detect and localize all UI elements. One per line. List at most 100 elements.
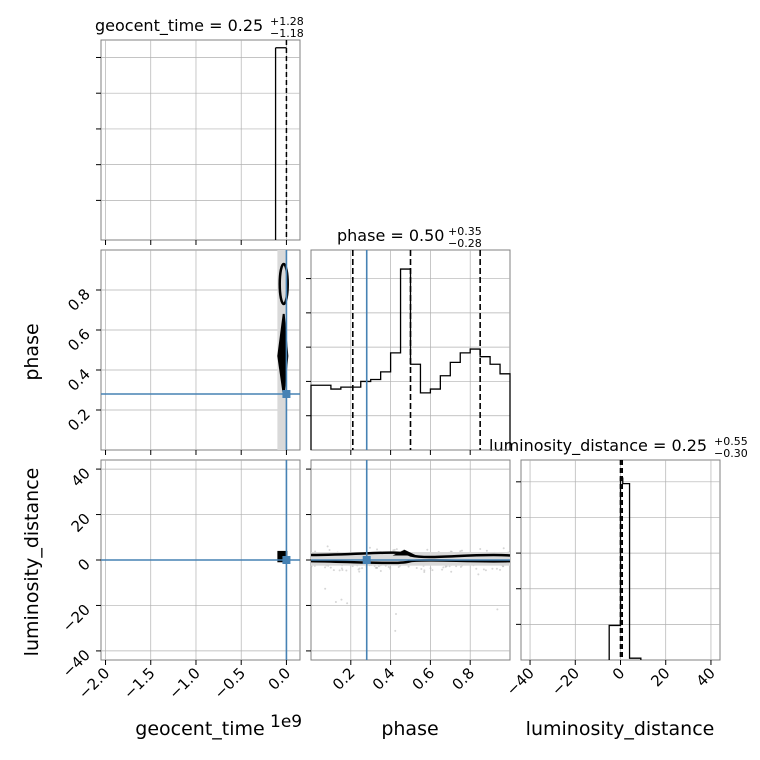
ld-ph-sample-point <box>340 598 343 601</box>
ld-ph-sample-point <box>393 548 396 551</box>
ld-ph-sample-point <box>423 569 426 572</box>
ld-ph-sample-point <box>502 547 505 550</box>
title-luminosity-distance-plus: +0.55 <box>714 435 748 448</box>
ld-xtick-label: 40 <box>693 664 719 690</box>
ph-ytick-label: 0.8 <box>64 285 94 315</box>
ld-ph-truth-marker <box>362 556 371 564</box>
ylabel-phase: phase <box>21 323 43 380</box>
ld-ph-sample-point <box>459 565 462 568</box>
panel-phase-vs-geocent-time-frame <box>100 249 301 451</box>
ld-ph-sample-point <box>376 566 379 569</box>
ld-ph-sample-point <box>314 550 317 553</box>
ld-ph-sample-point <box>379 569 382 572</box>
ld-ph-sample-point <box>482 568 485 571</box>
ld-ph-contour-peak <box>392 549 417 556</box>
ld-gt-truth-marker <box>282 556 291 564</box>
ld-ph-sample-point <box>376 548 379 551</box>
ld-ph-sample-point <box>407 565 410 568</box>
ld-ph-sample-point <box>460 549 463 552</box>
ld-ytick-label: 40 <box>68 464 94 490</box>
ld-ph-sample-point <box>324 566 327 569</box>
gt-xtick-label: 0.0 <box>265 664 295 694</box>
gt-xtick-label: −1.0 <box>165 664 203 702</box>
panel-luminosity-distance-hist: −40 −20 0 20 40 <box>503 459 721 699</box>
ld-ph-sample-point <box>326 545 329 548</box>
ld-ph-sample-point <box>491 567 494 570</box>
title-luminosity-distance: luminosity_distance = 0.25 <box>489 436 707 456</box>
ld-ph-sample-point <box>441 568 444 571</box>
ld-ph-sample-point <box>341 568 344 571</box>
ld-ph-sample-point <box>389 566 392 569</box>
gt-xtick-label: −1.5 <box>120 664 158 702</box>
panel-phase-hist <box>306 249 511 455</box>
ld-ph-sample-point <box>495 567 498 570</box>
ld-ph-sample-point <box>485 549 488 552</box>
ld-ph-sample-point <box>340 567 343 570</box>
ld-ph-sample-point <box>496 608 499 611</box>
phase-xtick-label: 0.4 <box>369 664 399 694</box>
ld-ph-sample-point <box>484 569 487 572</box>
phase-xtick-label: 0.6 <box>409 664 439 694</box>
title-phase-minus: −0.28 <box>448 237 482 250</box>
ld-ph-sample-point <box>431 569 434 572</box>
title-geocent-time-minus: −1.18 <box>270 27 304 40</box>
ld-ph-contour-upper <box>310 551 511 559</box>
panel-phase-vs-geocent-time: 0.2 0.4 0.6 0.8 <box>64 249 301 455</box>
ld-ph-sample-point <box>420 568 423 571</box>
ld-ph-sample-point <box>448 565 451 568</box>
ld-ph-sample-point <box>442 566 445 569</box>
ld-ph-sample-point <box>477 573 480 576</box>
xlabel-luminosity-distance: luminosity_distance <box>526 718 715 740</box>
ph-ytick-label: 0.4 <box>64 365 94 395</box>
ld-ph-sample-point <box>329 566 332 569</box>
phase-xtick-label: 0.2 <box>329 664 359 694</box>
ld-ph-sample-point <box>415 566 418 569</box>
ph-ytick-label: 0.6 <box>64 325 94 355</box>
ld-ph-sample-point <box>479 548 482 551</box>
ld-ph-sample-point <box>395 548 398 551</box>
panel-ld-vs-phase: 0.2 0.4 0.6 0.8 <box>306 459 511 694</box>
ld-ph-sample-point <box>455 565 458 568</box>
ld-ytick-label: −20 <box>59 601 94 636</box>
ld-ph-sample-point <box>345 569 348 572</box>
gt-xtick-label: −0.5 <box>211 664 249 702</box>
ylabel-luminosity-distance: luminosity_distance <box>21 468 43 657</box>
ld-ph-sample-point <box>368 546 371 549</box>
title-geocent-time-plus: +1.28 <box>270 15 304 28</box>
ld-ph-contour-lower <box>310 559 511 565</box>
ld-ph-sample-point <box>459 550 462 553</box>
ld-xtick-label: 0 <box>609 664 628 683</box>
panel-geocent-time-hist-frame <box>100 39 301 241</box>
ld-ph-sample-point <box>397 565 400 568</box>
ld-ph-sample-point <box>310 565 313 568</box>
ld-ytick-label: 0 <box>74 555 93 574</box>
ld-ph-sample-point <box>328 548 331 551</box>
ld-ph-sample-point <box>449 550 452 553</box>
ld-ph-sample-point <box>377 565 380 568</box>
ld-ph-sample-point <box>475 567 478 570</box>
ld-ph-sample-point <box>394 613 397 616</box>
title-geocent-time: geocent_time = 0.25 <box>95 16 263 36</box>
title-luminosity-distance-minus: −0.30 <box>714 447 748 460</box>
ld-ph-sample-point <box>334 600 337 603</box>
ld-ph-sample-point <box>324 587 327 590</box>
ld-gt-contour <box>277 550 288 563</box>
ld-ph-sample-point <box>423 571 426 574</box>
ld-ph-sample-point <box>387 565 390 568</box>
ld-ph-sample-point <box>346 602 349 605</box>
ld-xtick-label: −40 <box>503 664 538 699</box>
ld-ph-sample-point <box>394 629 397 632</box>
ld-ph-sample-point <box>358 570 361 573</box>
ld-ph-sample-point <box>357 568 360 571</box>
xlabel-geocent-time: geocent_time <box>135 718 264 740</box>
ld-ph-sample-point <box>450 570 453 573</box>
ld-ph-sample-point <box>429 567 432 570</box>
phase-xtick-label: 0.8 <box>448 664 478 694</box>
title-phase-plus: +0.35 <box>448 225 482 238</box>
ph-ytick-label: 0.2 <box>64 405 94 435</box>
ld-ph-sample-point <box>361 567 364 570</box>
ld-ytick-label: 20 <box>68 510 94 536</box>
ld-xtick-label: 20 <box>647 664 673 690</box>
